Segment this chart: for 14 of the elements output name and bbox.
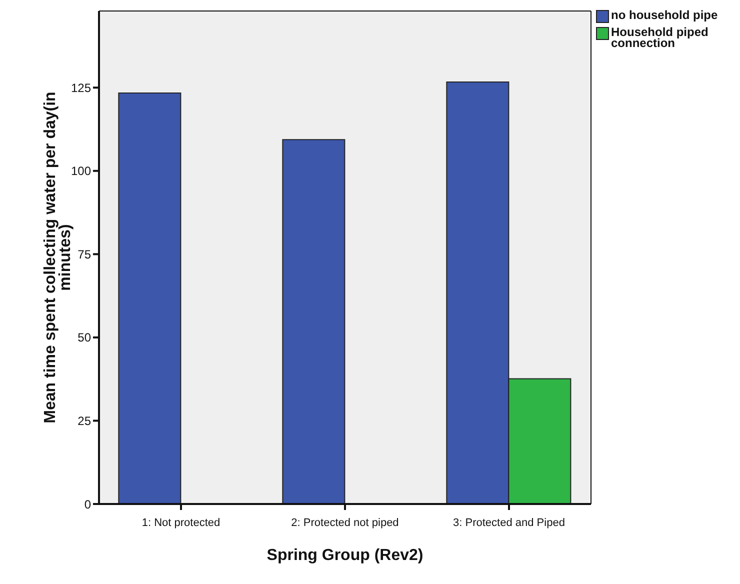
y-tick-label: 125 xyxy=(70,80,92,95)
x-axis-title: Spring Group (Rev2) xyxy=(266,547,424,564)
y-tick-label: 75 xyxy=(78,247,92,262)
x-tick-label: 2: Protected not piped xyxy=(291,516,399,529)
y-tick-label: 0 xyxy=(84,497,92,512)
bar xyxy=(282,139,346,504)
legend-label: no household pipe xyxy=(611,8,718,22)
y-tick-label: 25 xyxy=(78,414,92,428)
bar xyxy=(118,92,182,504)
legend-label: Household piped connection xyxy=(611,25,710,50)
y-tick-label: 50 xyxy=(78,330,92,345)
x-tick-label: 3: Protected and Piped xyxy=(453,516,565,529)
y-tick-label: 100 xyxy=(70,164,92,178)
x-tick-label: 1: Not protected xyxy=(142,516,220,529)
